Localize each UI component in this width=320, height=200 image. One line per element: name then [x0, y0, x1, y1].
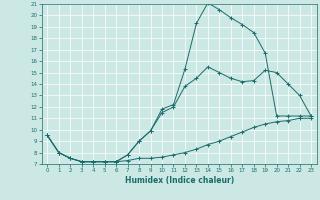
X-axis label: Humidex (Indice chaleur): Humidex (Indice chaleur) [124, 176, 234, 185]
